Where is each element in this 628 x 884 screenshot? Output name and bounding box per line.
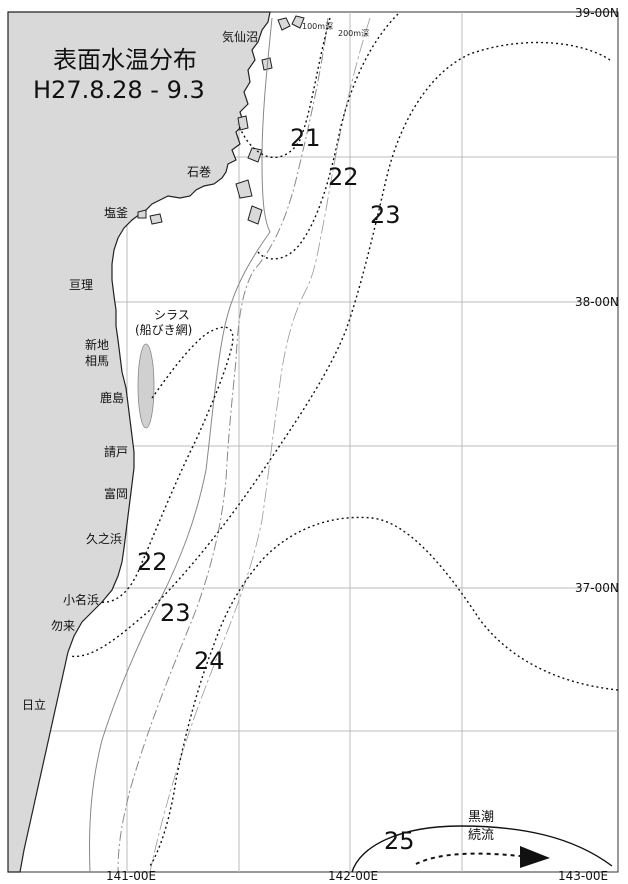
lat-label-39: 39-00N: [575, 6, 619, 20]
isotherm-25: [351, 825, 613, 873]
isotherm-label-25: 25: [384, 827, 415, 855]
isotherm-21: [237, 17, 331, 159]
shirasu-label: シラス: [154, 308, 190, 322]
place-hisanohama: 久之浜: [86, 532, 123, 546]
place-onahama: 小名浜: [63, 593, 100, 607]
isotherm-label-23-north: 23: [370, 201, 401, 229]
lon-label-141: 141-00E: [106, 869, 157, 883]
isotherm-24: [149, 516, 619, 867]
depth-contour-100m: [89, 17, 273, 873]
isotherm-label-24: 24: [194, 647, 225, 675]
place-hitachi: 日立: [22, 698, 47, 712]
isotherm-22-north: [257, 13, 399, 260]
lat-label-38: 38-00N: [575, 295, 619, 309]
shirasu-gear-label: (船びき網): [135, 323, 193, 337]
place-shinchi: 新地: [85, 338, 110, 352]
isotherm-label-23-south: 23: [160, 599, 191, 627]
isotherm-label-22-north: 22: [328, 163, 359, 191]
isotherm-23-north: [69, 41, 611, 658]
place-kashima: 鹿島: [100, 391, 125, 405]
kuroshio-arrow: [415, 846, 550, 868]
map-date-range: H27.8.28 - 9.3: [33, 76, 205, 104]
shirasu-fishing-area: [137, 343, 155, 429]
place-ishinomaki: 石巻: [187, 165, 212, 179]
isotherm-22-south: [99, 326, 234, 603]
isotherm-label-21: 21: [290, 124, 321, 152]
isotherm-label-22-south: 22: [137, 548, 168, 576]
depth-label-200m: 200m深: [338, 29, 370, 38]
kuroshio-extension-label: 続流: [468, 828, 495, 843]
place-tomioka: 富岡: [104, 487, 129, 501]
lon-label-143: 143-00E: [558, 869, 609, 883]
place-nakoso: 勿来: [51, 619, 76, 633]
isotherms: [69, 13, 619, 867]
place-kesennuma: 気仙沼: [222, 30, 259, 44]
lat-label-37: 37-00N: [575, 581, 619, 595]
kuroshio-label: 黒潮: [468, 810, 495, 825]
map-title: 表面水温分布: [53, 46, 197, 74]
place-ukedo: 請戸: [104, 445, 129, 459]
place-soma: 相馬: [85, 354, 110, 368]
lon-label-142: 142-00E: [328, 869, 379, 883]
depth-contour-200m: [117, 17, 329, 873]
place-shiogama: 塩釜: [104, 206, 129, 220]
depth-contour-outer: [149, 17, 371, 873]
depth-label-100m: 100m深: [302, 22, 334, 31]
place-watari: 亘理: [69, 278, 94, 292]
